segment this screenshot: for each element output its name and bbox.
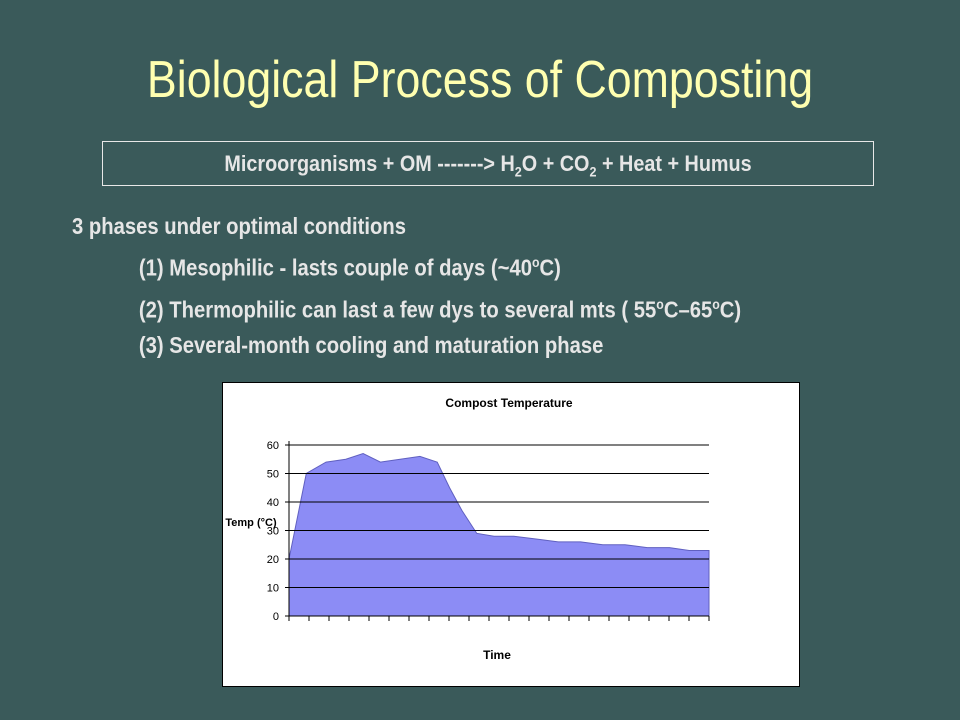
- composting-equation: Microorganisms + OM -------> H2O + CO2 +…: [224, 151, 752, 180]
- y-tick-label: 50: [267, 469, 279, 481]
- temperature-area: [288, 453, 710, 617]
- equation-box: Microorganisms + OM -------> H2O + CO2 +…: [102, 141, 874, 186]
- y-tick-label: 0: [273, 611, 279, 623]
- phases-heading: 3 phases under optimal conditions: [72, 213, 407, 239]
- y-tick-label: 60: [267, 440, 279, 452]
- phase-item-thermophilic: (2) Thermophilic can last a few dys to s…: [138, 295, 742, 323]
- phases-list: 3 phases under optimal conditions (1) Me…: [72, 208, 741, 363]
- phase-item-mesophilic: (1) Mesophilic - lasts couple of days (~…: [138, 254, 561, 281]
- phase-item-maturation: (3) Several-month cooling and maturation…: [138, 332, 604, 359]
- chart-svg: Compost Temperature Time Temp (°C) 0 10 20…: [225, 396, 710, 662]
- slide-title: Biological Process of Composting: [146, 51, 814, 109]
- compost-temperature-chart: Compost Temperature Time Temp (°C) 0 10 20…: [222, 382, 800, 687]
- chart-title: Compost Temperature: [445, 396, 572, 410]
- y-tick-label: 30: [267, 526, 279, 538]
- y-tick-label: 20: [267, 554, 279, 566]
- y-axis-label: Temp (°C): [225, 517, 277, 529]
- y-tick-label: 40: [267, 497, 279, 509]
- x-axis-label: Time: [483, 648, 511, 662]
- y-tick-label: 10: [267, 583, 279, 595]
